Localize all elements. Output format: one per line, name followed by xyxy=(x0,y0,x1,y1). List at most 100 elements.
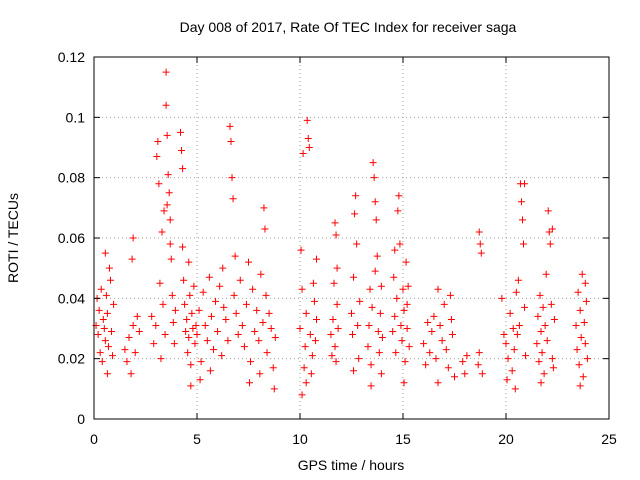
data-point xyxy=(128,255,136,263)
data-point xyxy=(108,328,116,336)
data-point xyxy=(170,340,178,348)
data-point xyxy=(580,318,588,326)
data-point xyxy=(308,352,316,360)
data-point xyxy=(537,328,545,336)
data-point xyxy=(181,300,189,308)
data-point xyxy=(219,264,227,272)
data-point xyxy=(538,349,546,357)
data-point xyxy=(103,370,111,378)
data-point xyxy=(101,337,109,345)
data-point xyxy=(240,343,248,351)
data-point xyxy=(370,174,378,182)
data-point xyxy=(581,340,589,348)
data-point xyxy=(298,285,306,293)
data-point xyxy=(582,297,590,305)
data-point xyxy=(155,180,163,188)
data-point xyxy=(127,370,135,378)
data-point xyxy=(206,367,214,375)
data-point xyxy=(542,270,550,278)
data-point xyxy=(102,291,110,299)
data-point xyxy=(477,249,485,257)
data-point xyxy=(236,276,244,284)
data-point xyxy=(375,349,383,357)
data-point xyxy=(366,285,374,293)
data-point xyxy=(400,306,408,314)
data-point xyxy=(101,249,109,257)
data-point xyxy=(106,276,114,284)
data-point xyxy=(163,201,171,209)
data-point xyxy=(390,273,398,281)
data-point xyxy=(166,240,174,248)
x-axis-title: GPS time / hours xyxy=(298,457,405,473)
data-point xyxy=(253,306,261,314)
data-point xyxy=(110,300,118,308)
data-point xyxy=(162,101,170,109)
data-point xyxy=(498,294,506,302)
data-point xyxy=(306,331,314,339)
data-point xyxy=(509,325,517,332)
data-point xyxy=(328,352,336,360)
data-point xyxy=(574,288,582,296)
data-point xyxy=(97,285,105,293)
data-point xyxy=(459,358,467,366)
data-point xyxy=(506,309,514,317)
data-point xyxy=(209,346,217,354)
data-point xyxy=(94,331,102,339)
data-point xyxy=(393,294,401,302)
data-point xyxy=(148,312,156,320)
data-point xyxy=(222,315,230,323)
data-point xyxy=(265,309,273,317)
data-point xyxy=(541,321,549,329)
data-point xyxy=(432,355,440,363)
data-point xyxy=(577,334,585,342)
data-point xyxy=(238,321,246,329)
data-point xyxy=(154,137,162,145)
data-point xyxy=(197,358,205,366)
data-point xyxy=(535,358,543,366)
data-point xyxy=(245,258,252,266)
data-point xyxy=(399,285,407,293)
data-point xyxy=(371,267,379,275)
data-points xyxy=(92,68,591,399)
data-point xyxy=(131,349,139,357)
data-point xyxy=(446,291,454,299)
data-point xyxy=(369,159,377,167)
data-point xyxy=(307,370,315,378)
data-point xyxy=(185,258,193,266)
data-point xyxy=(98,358,106,366)
data-point xyxy=(576,306,584,314)
data-point xyxy=(451,373,458,381)
data-point xyxy=(207,312,215,320)
data-point xyxy=(257,270,265,278)
data-point xyxy=(103,309,111,317)
data-point xyxy=(305,144,313,151)
data-point xyxy=(218,352,226,360)
data-point xyxy=(436,321,444,329)
data-point xyxy=(448,331,456,339)
data-point xyxy=(575,361,583,369)
data-point xyxy=(463,352,471,360)
data-point xyxy=(550,315,558,323)
data-point xyxy=(327,331,335,339)
data-point xyxy=(404,282,412,290)
data-point xyxy=(269,364,277,372)
data-point xyxy=(129,321,137,329)
data-point xyxy=(391,312,399,320)
data-point xyxy=(150,340,158,348)
data-point xyxy=(351,210,359,218)
data-point xyxy=(203,337,211,345)
data-point xyxy=(475,349,483,357)
data-point xyxy=(199,288,207,296)
data-point xyxy=(579,373,587,381)
data-point xyxy=(299,150,307,158)
data-point xyxy=(352,192,360,200)
data-point xyxy=(403,325,411,332)
data-point xyxy=(539,303,547,311)
tick-labels: 0 0.02 0.04 0.06 0.08 0.1 0.12 0 5 10 15 20 25 xyxy=(58,49,617,447)
data-point xyxy=(267,325,275,332)
data-point xyxy=(302,379,310,387)
data-point xyxy=(188,309,196,317)
data-point xyxy=(105,264,113,272)
data-point xyxy=(389,328,397,336)
